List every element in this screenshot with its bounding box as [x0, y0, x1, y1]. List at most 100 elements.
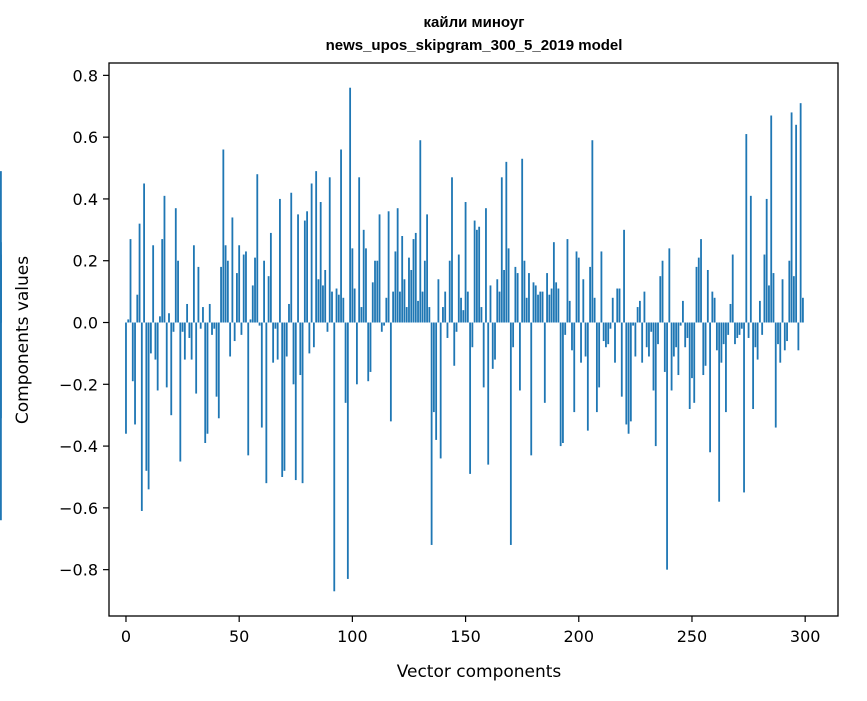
bar [186, 303, 189, 323]
bar [353, 288, 356, 323]
bar [349, 87, 352, 323]
bar [265, 322, 268, 484]
bar [346, 322, 349, 579]
bar [650, 322, 653, 332]
bar [688, 322, 691, 410]
bar [435, 322, 438, 440]
bar [693, 322, 696, 403]
bar [0, 307, 2, 323]
bar [442, 307, 444, 323]
bar [206, 322, 209, 434]
bar [469, 322, 472, 474]
bar [471, 322, 474, 348]
bar [781, 279, 784, 323]
bar [163, 195, 166, 323]
x-tick-label: 0 [121, 627, 131, 646]
bar [170, 322, 173, 416]
bar [632, 322, 635, 326]
bar [217, 322, 220, 419]
bar [337, 294, 340, 323]
bar [213, 322, 216, 329]
bar [494, 322, 496, 360]
bar [491, 322, 494, 369]
bar [405, 307, 408, 323]
bar [417, 300, 419, 323]
bar [607, 322, 610, 345]
bar [238, 245, 241, 323]
bar [605, 322, 607, 348]
bar [706, 269, 709, 323]
bar [403, 279, 406, 323]
bar [740, 322, 743, 329]
bar [272, 322, 275, 363]
bar [138, 223, 141, 323]
bar [399, 291, 401, 323]
bar [129, 239, 132, 323]
bar [620, 322, 623, 397]
bar [0, 260, 2, 323]
bar [636, 307, 639, 323]
y-tick-label: 0.2 [73, 252, 98, 271]
bar [301, 322, 304, 484]
bar [195, 322, 198, 394]
bar [197, 266, 200, 323]
bar [747, 322, 750, 338]
bar [174, 208, 177, 323]
bar [145, 322, 148, 471]
bar [247, 322, 250, 456]
bar [752, 322, 755, 410]
bar [586, 322, 589, 431]
bar [389, 322, 392, 422]
bars-group [0, 87, 804, 592]
bar [668, 248, 671, 323]
bar [528, 273, 530, 323]
bar [231, 217, 234, 323]
bar [315, 171, 318, 323]
bar [598, 322, 601, 388]
bar [136, 294, 139, 323]
bar [754, 322, 757, 348]
bar [242, 254, 245, 323]
bar [276, 322, 279, 360]
bar [392, 291, 395, 323]
bar [500, 177, 503, 323]
bar [521, 158, 524, 323]
bar [310, 183, 313, 323]
bar [792, 276, 795, 323]
bar [758, 300, 761, 323]
bar [181, 322, 184, 332]
chart-subtitle: news_upos_skipgram_300_5_2019 model [326, 37, 623, 54]
bar [641, 322, 644, 363]
bar [134, 322, 136, 425]
bar [408, 257, 410, 323]
bar [677, 322, 680, 376]
bar [410, 269, 413, 323]
bar [487, 322, 490, 465]
bar [190, 322, 193, 360]
bar [279, 198, 281, 323]
bar [229, 322, 232, 357]
bar [183, 322, 186, 360]
bar [127, 319, 130, 323]
bar [460, 297, 462, 323]
bar [772, 273, 775, 323]
bar [464, 202, 467, 323]
bar [215, 322, 218, 397]
bar [546, 273, 548, 323]
bar [154, 322, 157, 360]
bar [451, 177, 453, 323]
plot-frame [108, 62, 839, 617]
bar [475, 229, 478, 323]
bar [168, 313, 170, 323]
bar [593, 297, 596, 323]
bar [457, 254, 460, 323]
bar [473, 220, 476, 323]
bar [414, 232, 417, 323]
bar [159, 316, 161, 323]
bar [537, 294, 539, 323]
bar [749, 195, 752, 323]
bar [222, 149, 225, 323]
bar [525, 297, 528, 323]
bar [432, 322, 435, 413]
